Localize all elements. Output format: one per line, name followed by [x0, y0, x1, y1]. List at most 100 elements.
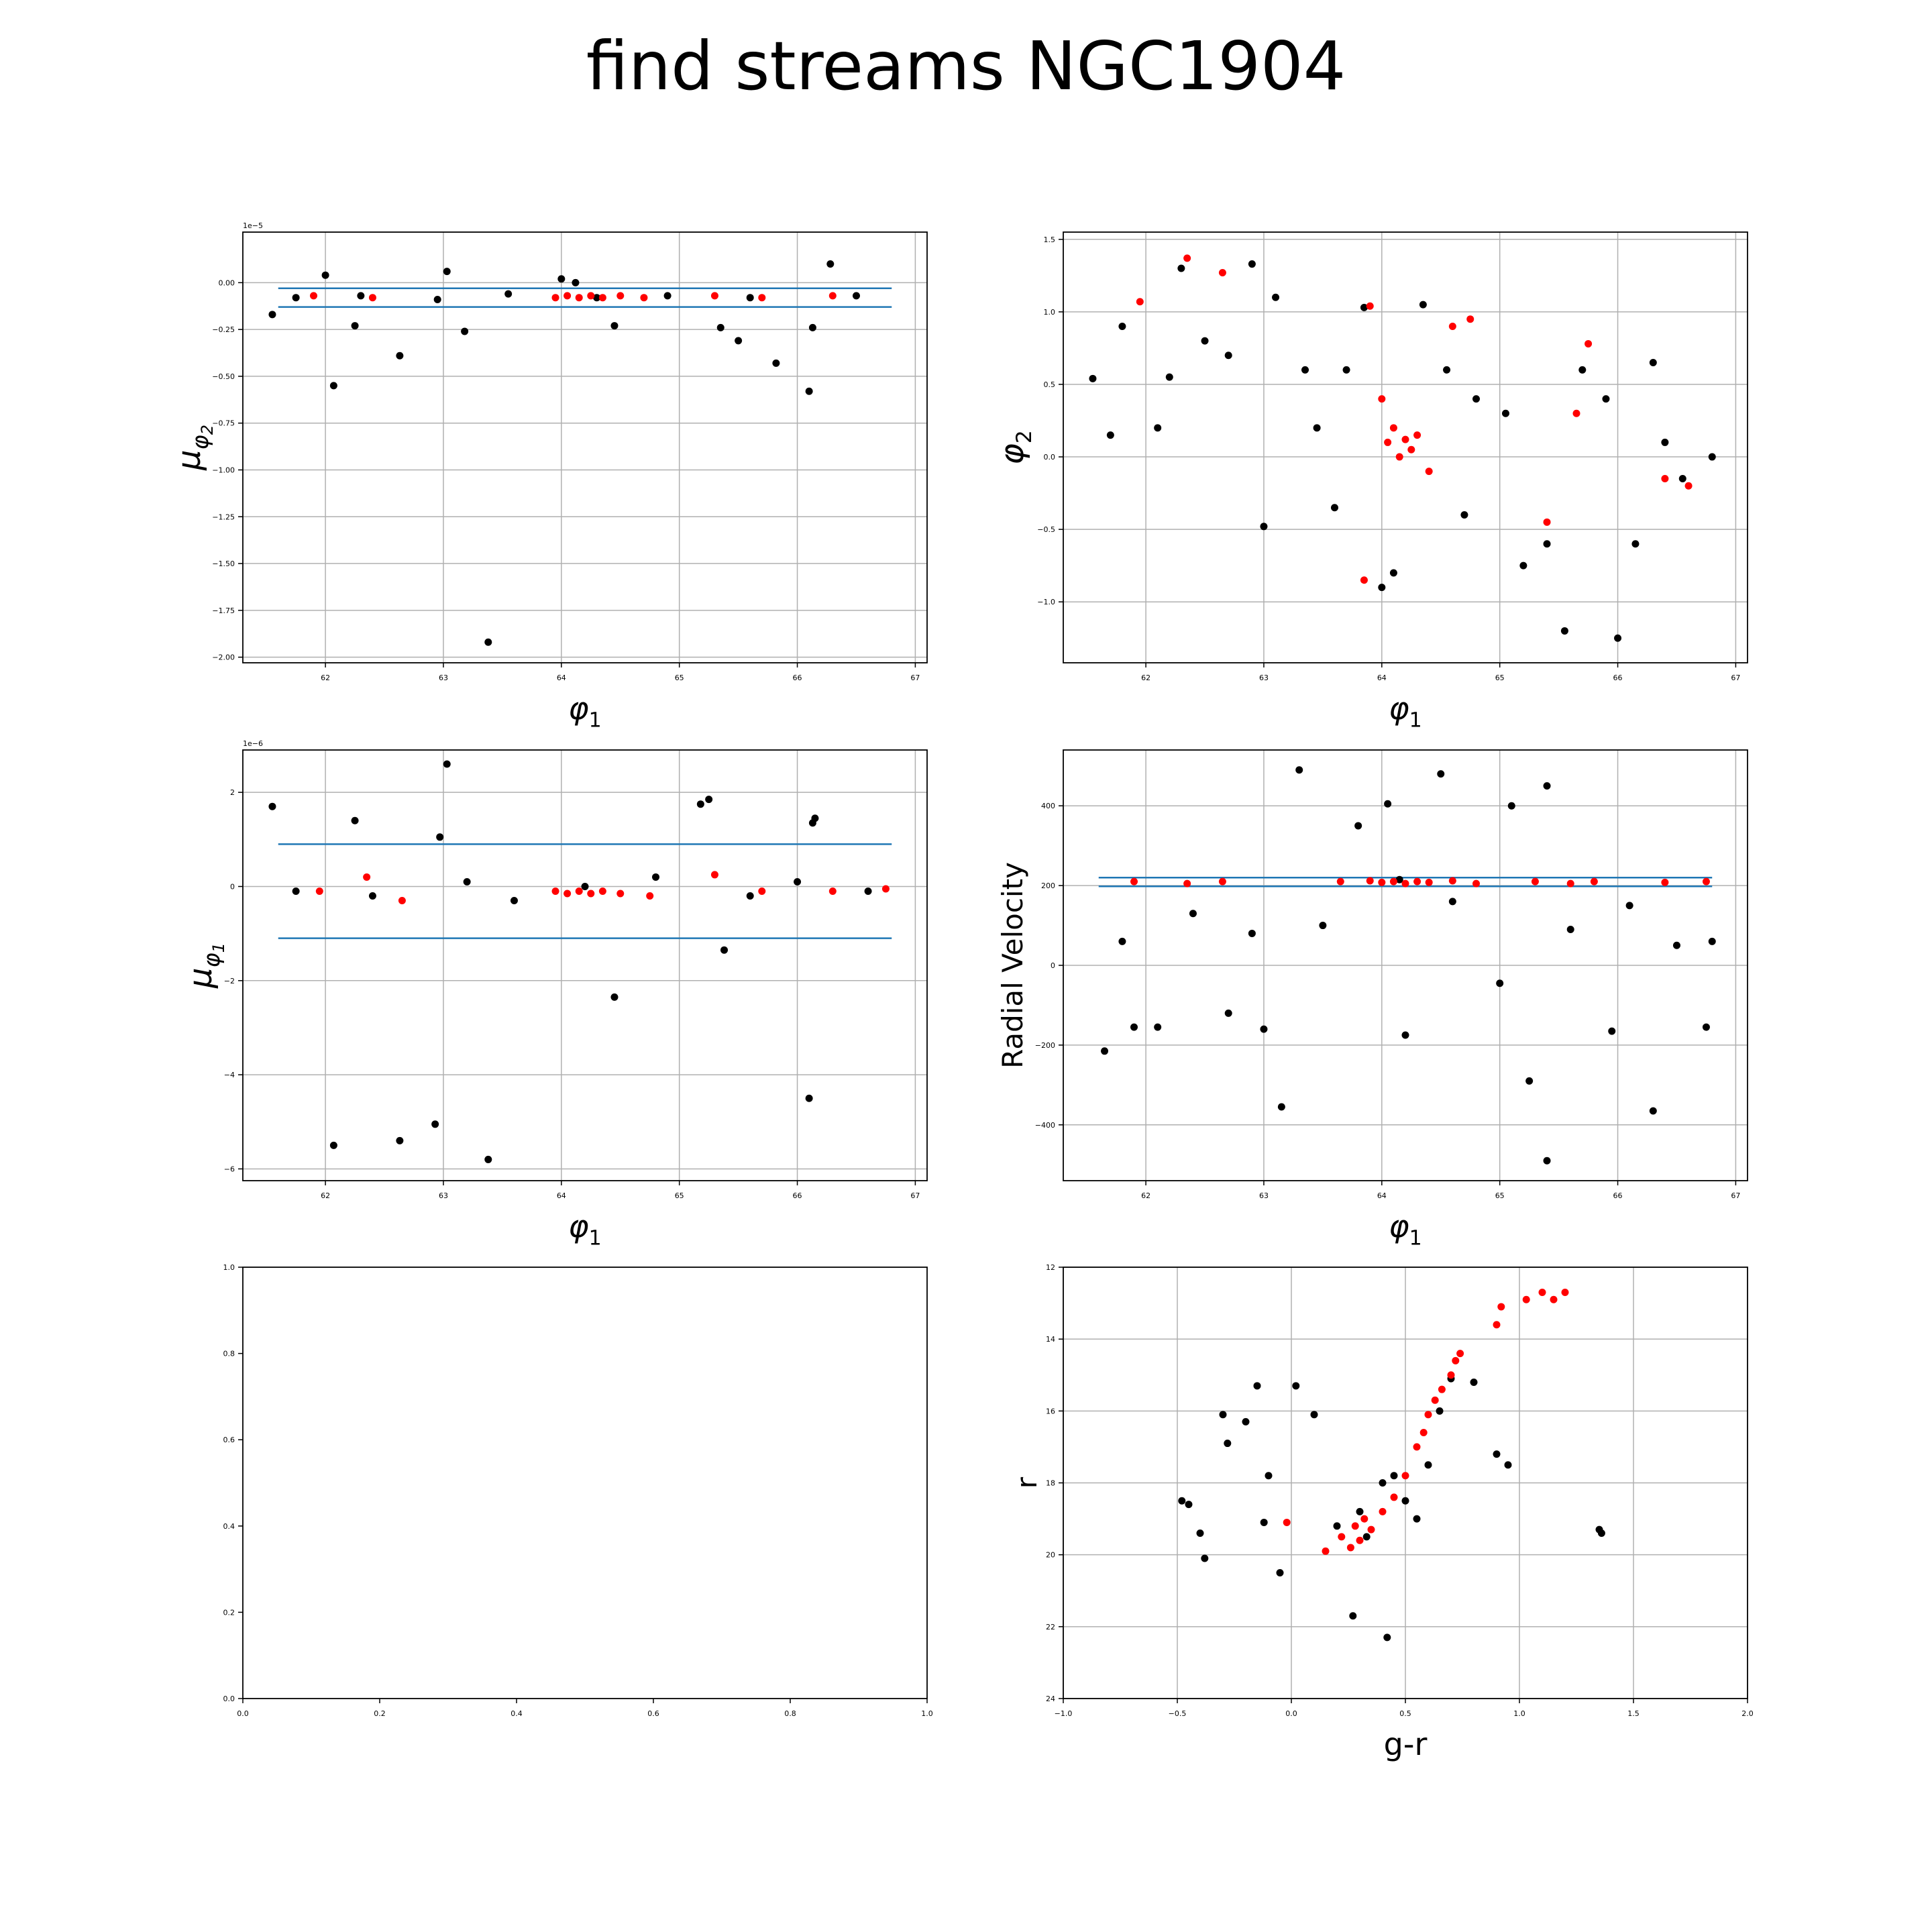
member-point [640, 294, 648, 302]
y-tick-label: 0 [1051, 961, 1055, 970]
field-point [431, 1120, 439, 1128]
field-point [1356, 1507, 1364, 1515]
field-point [443, 268, 451, 276]
x-tick-label: 63 [1259, 674, 1269, 682]
field-point [1378, 584, 1386, 592]
y-axis-label: Radial Velocity [996, 862, 1029, 1069]
field-point [1260, 1025, 1268, 1033]
field-point [746, 294, 754, 302]
member-point [1447, 1371, 1455, 1379]
member-point [1395, 453, 1403, 461]
field-point [1177, 264, 1185, 272]
axes-frame [242, 1267, 928, 1699]
x-axis-label: φ1 [1389, 690, 1421, 733]
member-point [1366, 877, 1374, 885]
member-point [1466, 315, 1474, 323]
y-tick-label: 1.0 [223, 1263, 235, 1272]
y-tick-label: 0.4 [223, 1522, 235, 1531]
field-point [443, 760, 451, 768]
x-tick-label: 0.4 [511, 1709, 523, 1718]
field-point [1448, 898, 1456, 906]
field-point [1507, 802, 1515, 810]
member-point [1661, 474, 1669, 482]
x-tick-label: 62 [321, 674, 330, 682]
x-tick-label: 65 [1495, 1191, 1505, 1200]
axes-frame [242, 231, 928, 663]
field-point [1354, 822, 1362, 830]
field-point [1519, 561, 1527, 570]
field-point [1260, 523, 1268, 531]
member-point [1378, 878, 1386, 886]
member-point [1424, 1411, 1432, 1419]
member-point [1413, 1443, 1421, 1451]
y-axis-label: r [1010, 1477, 1043, 1489]
field-point [1292, 1382, 1300, 1390]
field-point [357, 292, 365, 300]
field-point [1242, 1417, 1250, 1426]
field-point [1661, 438, 1669, 446]
field-point [1702, 1023, 1710, 1031]
member-point [1389, 877, 1397, 885]
field-point [1313, 424, 1321, 432]
field-point [1089, 374, 1097, 382]
field-point [826, 260, 835, 268]
y-tick-label: −400 [1035, 1121, 1055, 1130]
field-point [1362, 1533, 1371, 1541]
field-point [1276, 1568, 1284, 1576]
y-tick-label: −0.75 [212, 419, 235, 428]
x-tick-label: 64 [1377, 674, 1387, 682]
field-point [1310, 1411, 1318, 1419]
member-point [564, 292, 572, 300]
member-point [1472, 879, 1481, 888]
field-point [852, 292, 860, 300]
member-point [1561, 1289, 1569, 1297]
x-tick-label: 63 [439, 674, 448, 682]
field-point [1649, 1107, 1657, 1115]
member-point [616, 890, 625, 898]
figure-title: find streams NGC1904 [586, 27, 1346, 105]
field-point [1224, 1009, 1232, 1017]
field-point [808, 323, 816, 331]
field-point [292, 294, 300, 302]
y-tick-label: 24 [1046, 1695, 1055, 1703]
member-point [828, 292, 837, 300]
field-point [705, 796, 713, 804]
x-tick-label: 66 [793, 674, 802, 682]
member-point [1452, 1356, 1460, 1364]
x-tick-label: 67 [910, 1191, 920, 1200]
y-tick-label: 14 [1046, 1335, 1055, 1344]
x-tick-label: −0.5 [1169, 1709, 1187, 1718]
x-tick-label: 0.2 [374, 1709, 386, 1718]
y-tick-label: −2 [224, 977, 235, 985]
field-point [1470, 1378, 1478, 1386]
member-point [1456, 1350, 1464, 1358]
field-point [510, 897, 518, 905]
member-point [1702, 877, 1710, 885]
member-point [1378, 395, 1386, 403]
field-point [1106, 431, 1114, 439]
field-point [1614, 634, 1622, 642]
y-tick-label: 400 [1041, 802, 1055, 810]
field-point [1543, 540, 1551, 548]
axis-offset-text: 1e−5 [243, 221, 263, 230]
x-tick-label: 65 [1495, 674, 1505, 682]
field-point [1436, 1407, 1444, 1415]
member-point [310, 292, 318, 300]
y-axis-label: μφ2 [170, 425, 217, 471]
field-point [1360, 303, 1368, 311]
field-point [864, 887, 872, 895]
field-point [610, 322, 619, 330]
field-point [746, 892, 754, 900]
y-tick-label: 0.8 [223, 1350, 235, 1358]
member-point [1413, 431, 1421, 439]
x-tick-label: 66 [793, 1191, 802, 1200]
field-point [1437, 770, 1445, 778]
field-point [396, 1136, 404, 1144]
y-tick-label: 0.5 [1044, 380, 1056, 389]
member-point [1366, 302, 1374, 310]
field-point [1708, 937, 1716, 945]
member-point [1360, 1515, 1368, 1523]
field-point [329, 1141, 337, 1149]
member-point [587, 292, 595, 300]
axes-frame [1063, 231, 1748, 663]
